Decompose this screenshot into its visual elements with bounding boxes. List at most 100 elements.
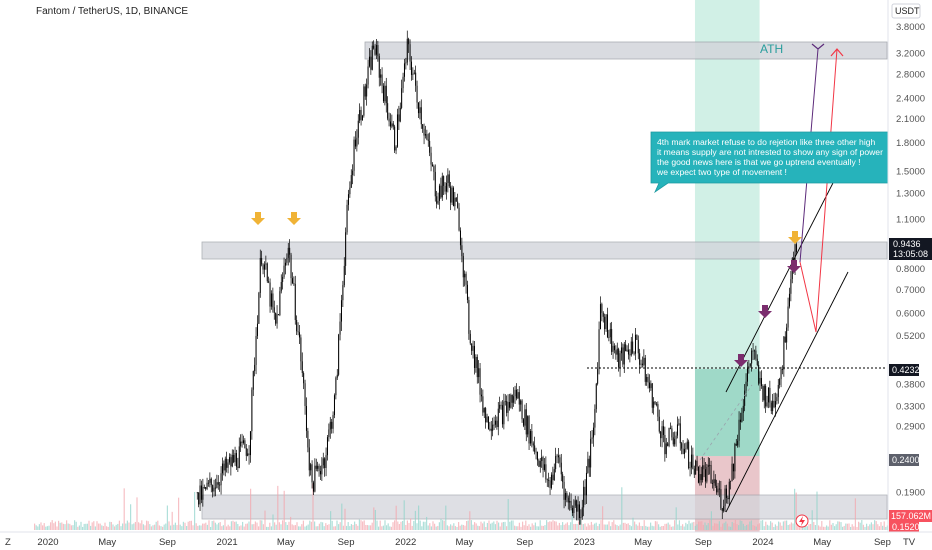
candle-body: [356, 137, 358, 147]
volume-bar: [34, 523, 36, 530]
volume-bar: [672, 526, 674, 530]
volume-bar: [822, 526, 824, 530]
volume-bar: [389, 526, 391, 530]
timezone-label[interactable]: Z: [5, 537, 11, 548]
candle-body: [685, 448, 687, 450]
volume-bar: [362, 521, 364, 530]
volume-bar: [157, 520, 159, 530]
candle-body: [454, 197, 456, 207]
volume-bar: [702, 524, 704, 530]
volume-bar: [166, 505, 168, 530]
candle-body: [237, 466, 239, 468]
currency-badge: [891, 3, 921, 19]
volume-bar: [133, 523, 135, 530]
volume-bar: [381, 526, 383, 530]
candle-body: [445, 182, 447, 192]
volume-bar: [547, 522, 549, 530]
volume-bar: [410, 518, 412, 530]
volume-bar: [778, 521, 780, 530]
candle-body: [787, 306, 789, 328]
volume-bar: [94, 526, 96, 530]
candle-body: [660, 431, 662, 439]
volume-bar: [162, 526, 164, 530]
candle-body: [716, 485, 718, 493]
candle-body: [402, 76, 404, 89]
candle-body: [711, 483, 713, 484]
volume-bar: [82, 526, 84, 530]
volume-bar: [883, 521, 885, 530]
volume-bar: [384, 520, 386, 530]
candle-body: [521, 400, 523, 420]
volume-bar: [648, 526, 650, 530]
time-axis[interactable]: 2020 May Sep 2021 May Sep 2022 May Sep 2023 May Sep…: [0, 531, 932, 550]
candle-body: [388, 118, 390, 122]
purple-down-arrow-icon: [734, 354, 748, 367]
volume-bar: [373, 507, 375, 530]
candle-body: [681, 443, 683, 449]
volume-bar: [99, 523, 101, 530]
volume-bar: [216, 524, 218, 530]
volume-bar: [443, 520, 445, 530]
candle-body: [367, 66, 369, 85]
volume-bar: [760, 520, 762, 530]
volume-bar: [582, 524, 584, 530]
candle-body: [254, 364, 256, 372]
volume-bar: [318, 523, 320, 530]
ath-resistance-zone: [364, 41, 888, 60]
time-tick-label: 2020: [37, 537, 58, 548]
volume-bar: [77, 526, 79, 530]
volume-bar: [864, 526, 866, 530]
candle-body: [310, 464, 312, 471]
volume-bar: [242, 521, 244, 530]
lightning-glyph: [799, 516, 805, 526]
volume-bar: [773, 526, 775, 530]
analysis-callout[interactable]: 4th mark market refuse to do rejetion li…: [650, 131, 889, 194]
volume-bar: [654, 521, 656, 530]
candle-body: [381, 74, 383, 86]
volume-bar: [150, 526, 152, 530]
orange-down-arrow-icon: [287, 212, 301, 225]
candle-body: [594, 409, 596, 428]
tradingview-logo[interactable]: TV: [903, 537, 916, 548]
volume-bar: [843, 525, 845, 530]
volume-bar: [744, 526, 746, 530]
candle-body: [272, 293, 274, 308]
candle-body: [709, 464, 711, 466]
price-tick-label: 3.2000: [896, 49, 925, 60]
volume-bar: [347, 522, 349, 530]
candle-body: [244, 440, 246, 449]
volume-bar: [115, 524, 117, 530]
volume-bar: [259, 520, 261, 530]
candle-body: [697, 466, 699, 483]
candle-body: [230, 457, 232, 467]
candle-body: [777, 384, 779, 398]
volume-bar: [131, 524, 133, 530]
volume-bar: [478, 526, 480, 530]
volume-bar: [530, 526, 532, 530]
symbol-title[interactable]: Fantom / TetherUS, 1D, BINANCE: [36, 6, 188, 17]
candle-body: [235, 453, 237, 467]
volume-bar: [784, 520, 786, 530]
volume-bar: [704, 522, 706, 530]
candle-body: [634, 334, 636, 354]
volume-bar: [723, 522, 725, 530]
volume-bar: [88, 520, 90, 530]
volume-bar: [291, 524, 293, 530]
volume-bar: [571, 509, 573, 530]
candle-body: [322, 458, 324, 466]
volume-bar: [374, 509, 376, 530]
candle-body: [496, 420, 498, 428]
candle-body: [585, 472, 587, 496]
candle-body: [301, 361, 303, 374]
volume-bar: [682, 524, 684, 530]
volume-bar: [733, 523, 735, 530]
volume-bar: [90, 525, 92, 530]
volume-bar: [360, 520, 362, 530]
candle-body: [493, 424, 495, 426]
volume-label: 157.062M: [891, 511, 931, 521]
volume-bar: [246, 523, 248, 530]
price-scale[interactable]: USDT 3.8000 3.2000 2.8000 2.4000 2.1000 1.800…: [887, 0, 932, 532]
candle-body: [625, 344, 627, 352]
candle-body: [328, 429, 330, 438]
